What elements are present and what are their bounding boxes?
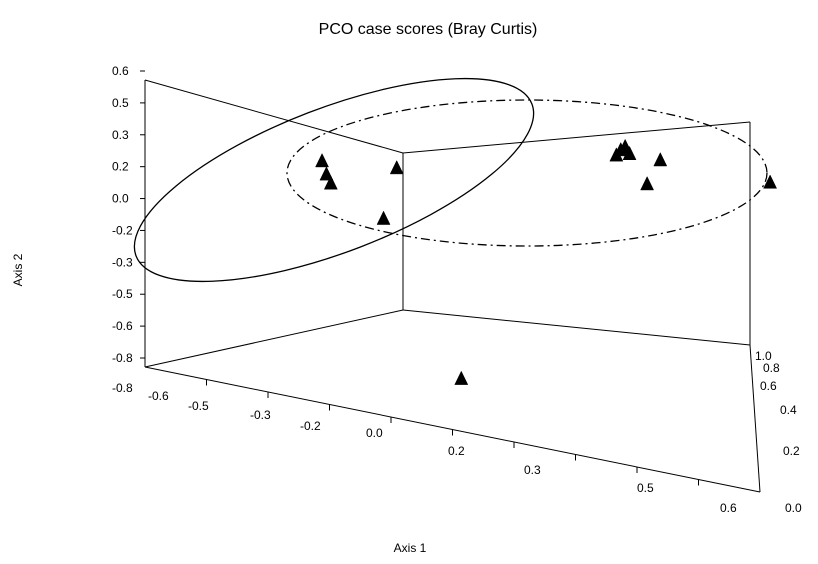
data-point-triangle — [315, 153, 329, 168]
floor-back-right — [402, 309, 751, 346]
x-axis-ticks: -0.8 -0.6 -0.5 -0.3 -0.2 0.0 0.2 0.3 0.5 0.6 — [112, 379, 737, 515]
x-tick-label: -0.6 — [148, 389, 169, 403]
x-axis-title: Axis 1 — [394, 541, 427, 555]
z-tick-label: 1.0 — [755, 349, 772, 363]
y-tick-label: -0.5 — [112, 287, 133, 301]
data-point-triangle — [389, 160, 404, 175]
axis-box — [144, 79, 761, 493]
floor-front-z — [749, 344, 761, 493]
chart-title: PCO case scores (Bray Curtis) — [319, 21, 538, 38]
y-tick-label: 0.2 — [112, 160, 129, 174]
data-point-triangle — [763, 174, 778, 189]
data-points — [315, 138, 778, 385]
group-ellipses — [133, 77, 768, 283]
z-tick-label: 0.0 — [785, 501, 802, 515]
z-tick-label: 0.6 — [760, 379, 777, 393]
data-point-triangle — [640, 176, 655, 191]
solid-group-ellipse — [133, 77, 535, 283]
x-tick-label: 0.6 — [720, 501, 737, 515]
back-top-edge — [144, 79, 404, 154]
y-tick-label: 0.3 — [112, 128, 129, 142]
z-axis-ticks: 1.00.8 0.60.4 0.2 0.0 — [755, 349, 802, 515]
back-right-top-edge — [402, 121, 751, 154]
x-tick-label: 0.2 — [448, 444, 465, 458]
z-tick-label: 0.2 — [783, 444, 800, 458]
y-axis-ticks: 0.6 0.5 0.3 0.2 0.0 -0.2 -0.3 -0.5 -0.6 -0.8 — [112, 64, 145, 365]
floor-back-left — [144, 309, 404, 368]
x-tick-label: -0.8 — [112, 381, 133, 395]
x-tick-label: -0.2 — [300, 419, 321, 433]
y-tick-label: -0.6 — [112, 319, 133, 333]
z-tick-label: 0.8 — [763, 361, 780, 375]
x-tick-label: 0.0 — [366, 426, 383, 440]
x-tick-label: -0.3 — [250, 408, 271, 422]
data-point-triangle — [454, 370, 469, 385]
data-point-triangle — [376, 210, 391, 225]
dashdot-group-ellipse — [286, 99, 768, 247]
y-tick-label: -0.8 — [112, 351, 133, 365]
y-tick-label: -0.3 — [112, 255, 133, 269]
data-point-triangle — [319, 166, 334, 181]
z-tick-label: 0.4 — [780, 403, 797, 417]
y-tick-label: 0.5 — [112, 96, 129, 110]
y-tick-label: 0.0 — [112, 192, 129, 206]
x-tick-label: 0.5 — [637, 481, 654, 495]
data-point-triangle — [653, 152, 668, 167]
x-tick-label: 0.3 — [524, 463, 541, 477]
data-point-triangle — [622, 145, 637, 160]
y-tick-label: -0.2 — [112, 223, 133, 237]
y-tick-label: 0.6 — [112, 64, 129, 78]
data-point-triangle — [323, 175, 338, 190]
x-tick-label: -0.5 — [188, 399, 209, 413]
y-axis-title: Axis 2 — [11, 253, 25, 286]
